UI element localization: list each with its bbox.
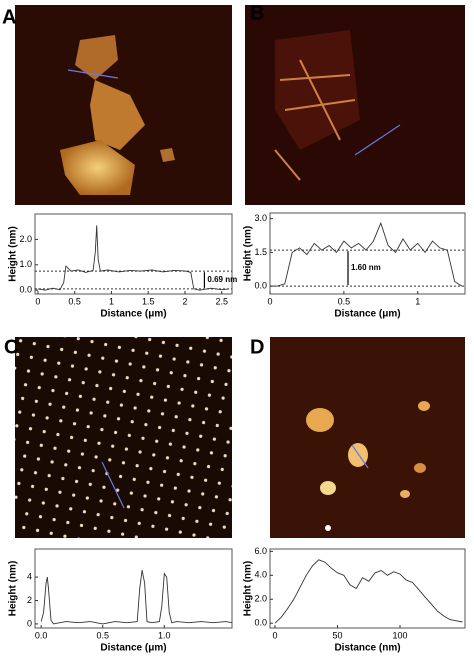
y-axis-label: Height (nm)	[243, 561, 254, 617]
x-axis-label: Distance (nm)	[334, 643, 400, 654]
y-tick-label: 0.0	[19, 285, 32, 295]
x-tick-label: 0.5	[96, 630, 109, 640]
x-tick-label: 1.0	[158, 630, 171, 640]
x-tick-label: 0.0	[35, 630, 48, 640]
y-tick-label: 3.0	[254, 213, 267, 223]
afm-image-c	[15, 337, 232, 538]
y-tick-label: 6.0	[254, 546, 267, 556]
y-tick-label: 4	[27, 571, 32, 581]
x-axis-label: Distance (μm)	[100, 643, 166, 654]
profile-line	[274, 559, 463, 624]
profile-line	[37, 225, 230, 291]
x-tick-label: 2.5	[215, 296, 228, 306]
y-tick-label: 0	[27, 618, 32, 628]
afm-image-a	[15, 5, 232, 205]
panel-label: A	[2, 6, 16, 28]
x-tick-label: 1	[415, 296, 420, 306]
y-tick-label: 0.0	[254, 618, 267, 628]
afm-image-b	[245, 5, 465, 205]
profile-line	[270, 221, 463, 287]
x-axis-label: Distance (μm)	[334, 309, 400, 320]
y-axis-label: Height (nm)	[8, 226, 19, 282]
x-tick-label: 0.5	[68, 296, 81, 306]
x-tick-label: 50	[332, 630, 342, 640]
profile-line	[40, 570, 233, 625]
y-tick-label: 2.0	[19, 234, 32, 244]
y-tick-label: 2	[27, 595, 32, 605]
annotation: 1.60 nm	[351, 263, 381, 272]
y-tick-label: 1.0	[19, 259, 32, 269]
x-tick-label: 100	[392, 630, 407, 640]
afm-image-d	[270, 337, 465, 538]
y-axis-label: Height (nm)	[8, 561, 19, 617]
plot-frame	[34, 213, 233, 295]
x-tick-label: 0	[35, 296, 40, 306]
x-axis-label: Distance (μm)	[100, 309, 166, 320]
y-tick-label: 2.0	[254, 594, 267, 604]
annotation: 0.69 nm	[207, 275, 237, 284]
panel-label: D	[250, 336, 264, 358]
x-tick-label: 1	[109, 296, 114, 306]
panel-label: C	[4, 336, 18, 358]
plot-frame	[34, 548, 233, 629]
panel-label: B	[250, 2, 264, 24]
plot-frame	[269, 548, 466, 629]
y-tick-label: 1.5	[254, 247, 267, 257]
x-tick-label: 0	[267, 296, 272, 306]
x-tick-label: 2	[182, 296, 187, 306]
y-axis-label: Height (nm)	[243, 226, 254, 282]
x-tick-label: 0.5	[338, 296, 351, 306]
y-tick-label: 4.0	[254, 570, 267, 580]
y-tick-label: 0.0	[254, 281, 267, 291]
x-tick-label: 1.5	[142, 296, 155, 306]
plot-frame	[269, 212, 466, 295]
x-tick-label: 0	[272, 630, 277, 640]
